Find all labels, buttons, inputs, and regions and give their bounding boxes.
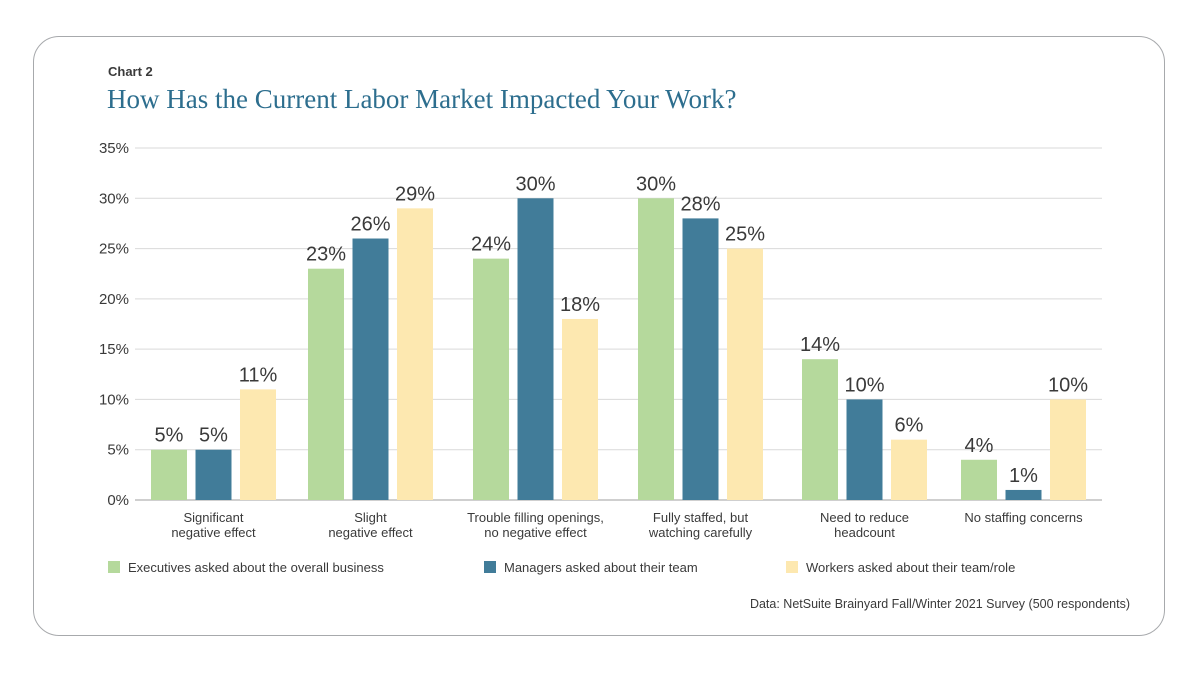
bar-workers	[1050, 399, 1086, 500]
y-tick-label: 35%	[99, 140, 129, 157]
chart-card	[33, 36, 1165, 636]
data-label: 30%	[515, 173, 555, 195]
category-label: Trouble filling openings, no negative eff…	[467, 510, 604, 540]
bars	[151, 198, 1086, 501]
legend-label: Workers asked about their team/role	[806, 560, 1015, 575]
x-axis-categories: Significant negative effect Slight negative…	[171, 510, 1083, 540]
data-label: 25%	[725, 224, 765, 246]
y-tick-label: 15%	[99, 341, 129, 358]
data-label: 30%	[636, 173, 676, 195]
bar-managers	[1005, 489, 1042, 500]
category-label: Significant negative effect	[171, 510, 256, 540]
bar-workers	[727, 248, 763, 500]
category-label: Need to reduce headcount	[820, 510, 909, 540]
y-tick-label: 10%	[99, 391, 129, 408]
data-label: 26%	[350, 214, 390, 236]
data-label: 5%	[155, 425, 184, 447]
data-labels: 5%23% 24%30%14%4%5%26%30%28%10%1%11%29%18…	[155, 173, 1089, 487]
bar-executives	[151, 449, 187, 500]
bar-executives	[308, 268, 344, 500]
data-label: 23%	[306, 244, 346, 266]
bar-workers	[397, 208, 433, 501]
legend-swatch	[484, 561, 496, 573]
bar-executives	[638, 198, 674, 501]
y-tick-label: 0%	[107, 492, 129, 509]
chart-label: Chart 2	[108, 64, 153, 79]
data-label: 14%	[800, 334, 840, 356]
y-tick-label: 30%	[99, 190, 129, 207]
bar-workers	[562, 318, 598, 500]
bar-executives	[961, 459, 997, 500]
data-label: 1%	[1009, 465, 1038, 487]
chart-title: How Has the Current Labor Market Impacte…	[107, 84, 737, 114]
bar-managers	[517, 198, 554, 501]
data-label: 5%	[199, 425, 228, 447]
category-label: Fully staffed, but watching carefully	[648, 510, 753, 540]
data-label: 6%	[895, 415, 924, 437]
data-label: 10%	[844, 374, 884, 396]
y-tick-label: 20%	[99, 291, 129, 308]
category-label: Slight negative effect	[328, 510, 413, 540]
legend-swatch	[108, 561, 120, 573]
data-label: 29%	[395, 183, 435, 205]
legend: Executives asked about the overall busin…	[108, 560, 1015, 575]
legend-label: Managers asked about their team	[504, 560, 698, 575]
data-label: 10%	[1048, 374, 1088, 396]
data-label: 24%	[471, 234, 511, 256]
data-label: 18%	[560, 294, 600, 316]
y-tick-label: 5%	[107, 442, 129, 459]
y-tick-label: 25%	[99, 241, 129, 258]
bar-managers	[195, 449, 232, 500]
bar-executives	[802, 359, 838, 500]
bar-managers	[846, 399, 883, 500]
category-label: No staffing concerns	[964, 510, 1083, 525]
grid-lines	[135, 147, 1102, 501]
bar-executives	[473, 258, 509, 500]
legend-label: Executives asked about the overall busin…	[128, 560, 384, 575]
source-note: Data: NetSuite Brainyard Fall/Winter 202…	[749, 597, 1130, 611]
y-axis-ticks: 0% 5% 10% 15% 20% 25% 30% 35%	[99, 140, 129, 509]
legend-swatch	[786, 561, 798, 573]
bar-managers	[682, 218, 719, 500]
bar-managers	[352, 238, 389, 500]
data-label: 11%	[239, 364, 278, 386]
data-label: 4%	[965, 435, 994, 457]
bar-workers	[891, 439, 927, 500]
bar-workers	[240, 389, 276, 500]
data-label: 28%	[680, 193, 720, 215]
